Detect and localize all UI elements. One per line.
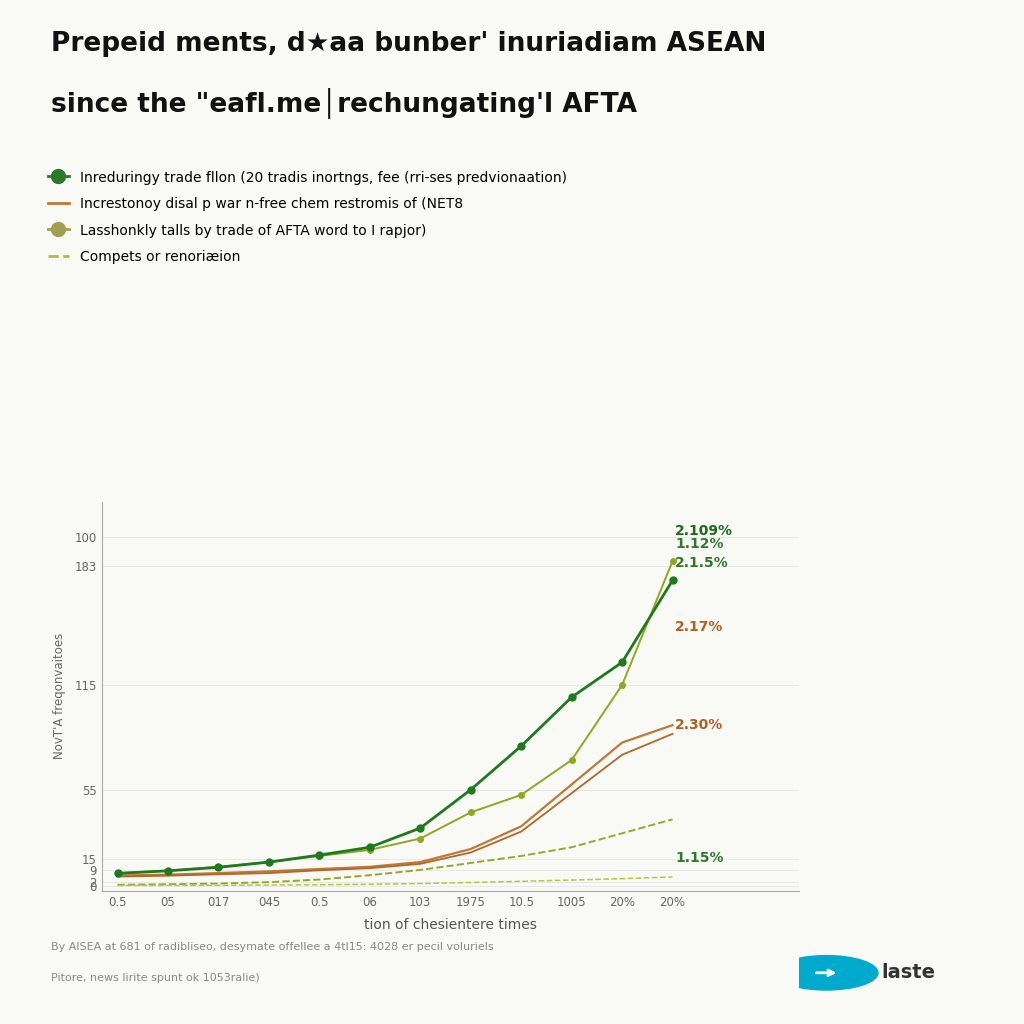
Text: By AlSEA at 681 of radibliseo, desymate offellee a 4tl15: 4028 er pecil voluriel: By AlSEA at 681 of radibliseo, desymate … xyxy=(51,942,494,952)
X-axis label: tion of chesientere times: tion of chesientere times xyxy=(365,918,537,932)
Text: 2.109%: 2.109% xyxy=(675,524,733,539)
Y-axis label: NovT'A freqonvaitoes: NovT'A freqonvaitoes xyxy=(53,633,67,760)
Text: 2.30%: 2.30% xyxy=(675,718,723,732)
Circle shape xyxy=(775,955,878,990)
Text: Prepeid ments, d★aa bunber' inuriadiam ASEAN: Prepeid ments, d★aa bunber' inuriadiam A… xyxy=(51,31,767,56)
Text: 1.15%: 1.15% xyxy=(675,851,724,864)
Legend: Inreduringy trade fllon (20 tradis inortngs, fee (rri-ses predvionaation), Incre: Inreduringy trade fllon (20 tradis inort… xyxy=(48,171,567,264)
Text: Pitore, news lirite spunt ok 1053ralie): Pitore, news lirite spunt ok 1053ralie) xyxy=(51,973,260,983)
Text: since the "eafl.me│rechungating'l AFTA: since the "eafl.me│rechungating'l AFTA xyxy=(51,87,637,118)
Text: 2.1.5%: 2.1.5% xyxy=(675,556,729,569)
Text: 2.17%: 2.17% xyxy=(675,621,724,635)
Text: laste: laste xyxy=(882,964,936,982)
Text: 1.12%: 1.12% xyxy=(675,537,724,551)
